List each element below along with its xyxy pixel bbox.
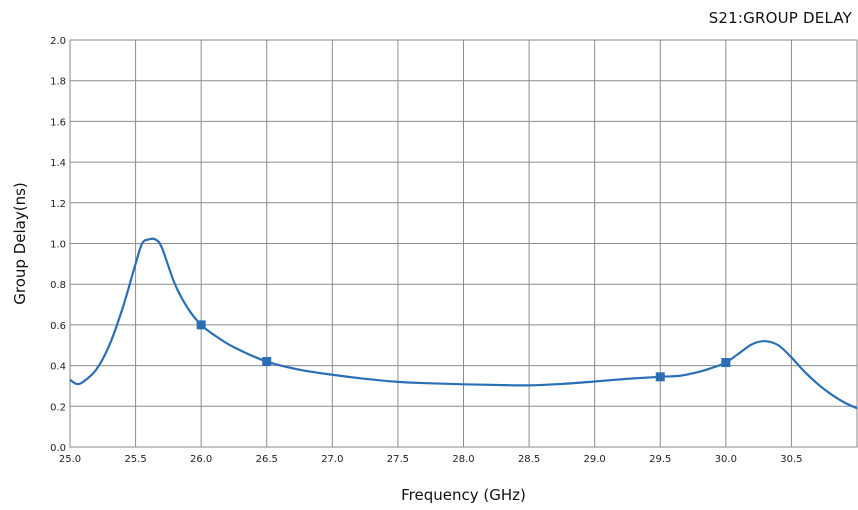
marker-3 <box>721 358 731 368</box>
x-tick-label: 25.0 <box>59 454 81 465</box>
marker-0 <box>196 320 206 330</box>
x-tick-label: 25.5 <box>124 454 146 465</box>
x-axis-label: Frequency (GHz) <box>401 486 526 504</box>
series-line-group-delay <box>69 237 858 410</box>
grid <box>69 39 857 448</box>
chart-title: S21:GROUP DELAY <box>708 9 852 27</box>
x-tick-label: 30.5 <box>780 454 802 465</box>
y-tick-label: 2.0 <box>50 36 66 47</box>
x-tick-label: 29.0 <box>584 454 606 465</box>
y-tick-label: 0.8 <box>50 280 66 291</box>
x-tick-label: 26.5 <box>256 454 278 465</box>
y-tick-label: 0.6 <box>50 321 66 332</box>
x-tick-label: 26.0 <box>190 454 212 465</box>
markers <box>196 320 731 382</box>
y-axis-label: Group Delay(ns) <box>11 182 29 304</box>
y-tick-label: 1.8 <box>50 77 66 88</box>
y-tick-label: 1.0 <box>50 240 66 251</box>
y-tick-label: 0.0 <box>50 443 66 454</box>
plot-frame <box>69 39 858 448</box>
y-tick-labels: 0.0 0.2 0.4 0.6 0.8 1.0 1.2 1.4 1.6 1.8 2.0 <box>50 36 66 454</box>
x-tick-label: 27.0 <box>321 454 343 465</box>
x-tick-label: 28.5 <box>518 454 540 465</box>
y-tick-label: 1.4 <box>50 158 66 169</box>
marker-2 <box>655 372 665 382</box>
y-tick-label: 1.6 <box>50 117 66 128</box>
x-tick-label: 30.0 <box>715 454 737 465</box>
y-tick-label: 1.2 <box>50 199 66 210</box>
x-tick-labels: 25.0 25.5 26.0 26.5 27.0 27.5 28.0 28.5 29.0 29.5… <box>59 454 803 465</box>
x-tick-label: 27.5 <box>387 454 409 465</box>
y-tick-label: 0.2 <box>50 402 66 413</box>
y-tick-label: 0.4 <box>50 362 66 373</box>
x-tick-label: 28.0 <box>452 454 474 465</box>
marker-1 <box>262 357 272 367</box>
x-tick-label: 29.5 <box>649 454 671 465</box>
